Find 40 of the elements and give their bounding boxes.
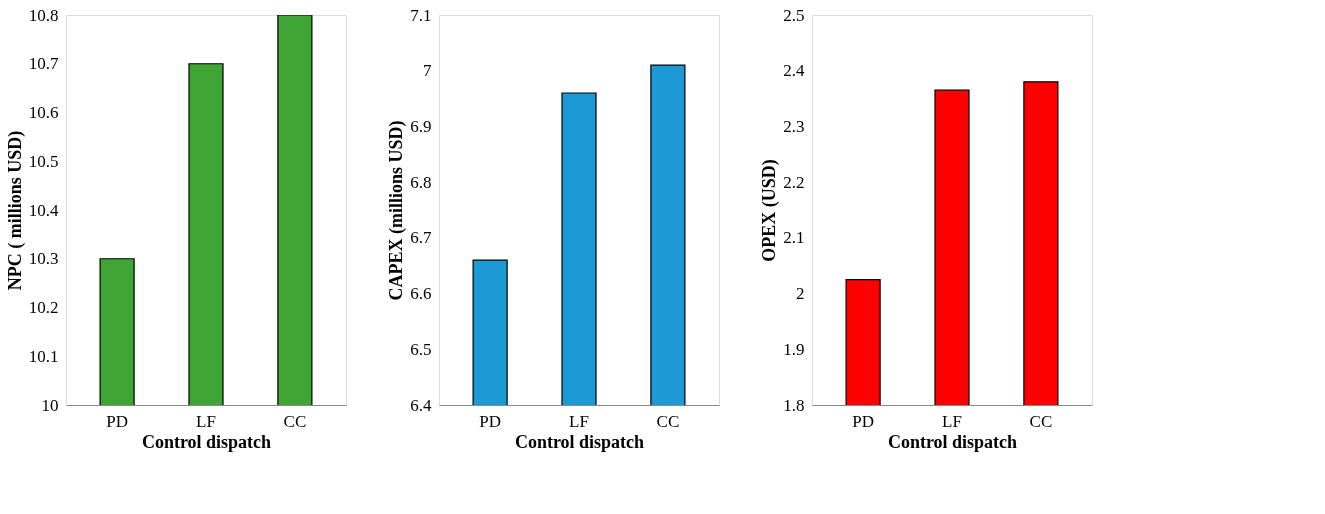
y-tick-label: 6.8 (410, 172, 432, 192)
y-tick-label: 6.9 (410, 116, 432, 136)
y-tick-label: 7.1 (410, 5, 432, 25)
y-tick-label: 6.6 (410, 284, 432, 304)
y-tick-label: 10.1 (28, 346, 59, 366)
y-tick-label: 10.2 (28, 298, 59, 317)
x-tick-label: CC (656, 411, 680, 431)
y-tick-label: 2.3 (783, 116, 805, 136)
y-tick-label: 7 (423, 61, 432, 81)
y-tick-label: 10.8 (28, 5, 59, 25)
y-tick-label: 6.4 (410, 395, 432, 415)
x-axis-title: Control dispatch (514, 431, 645, 452)
y-tick-label: 2 (796, 284, 805, 304)
y-tick-label: 6.7 (410, 228, 432, 248)
y-tick-label: 10 (41, 395, 59, 415)
x-tick-label: LF (942, 411, 962, 431)
x-tick-label: PD (852, 411, 874, 431)
x-axis-title: Control dispatch (141, 431, 272, 452)
x-tick-label: CC (283, 411, 307, 431)
y-tick-label: 2.5 (783, 5, 805, 25)
y-tick-label: 1.8 (783, 395, 805, 415)
x-axis-title: Control dispatch (887, 431, 1018, 452)
y-axis-title: CAPEX (millions USD) (386, 120, 408, 301)
y-tick-label: 10.7 (28, 54, 59, 74)
y-tick-label: 10.4 (28, 200, 59, 220)
y-tick-label: 2.2 (783, 172, 805, 192)
x-tick-label: PD (106, 411, 128, 431)
y-tick-label: 2.1 (783, 228, 805, 248)
x-tick-label: LF (569, 411, 589, 431)
y-axis-title: NPC ( millions USD) (4, 130, 26, 291)
x-tick-label: LF (196, 411, 216, 431)
y-axis-title: OPEX (USD) (759, 159, 781, 262)
y-tick-label: 6.5 (410, 339, 432, 359)
y-tick-label: 10.5 (28, 151, 59, 171)
y-tick-label: 2.4 (783, 61, 805, 81)
x-tick-label: PD (479, 411, 501, 431)
x-tick-label: CC (1029, 411, 1053, 431)
y-tick-label: 1.9 (783, 339, 805, 359)
y-tick-label: 10.6 (28, 103, 59, 122)
y-tick-label: 10.3 (28, 249, 59, 269)
